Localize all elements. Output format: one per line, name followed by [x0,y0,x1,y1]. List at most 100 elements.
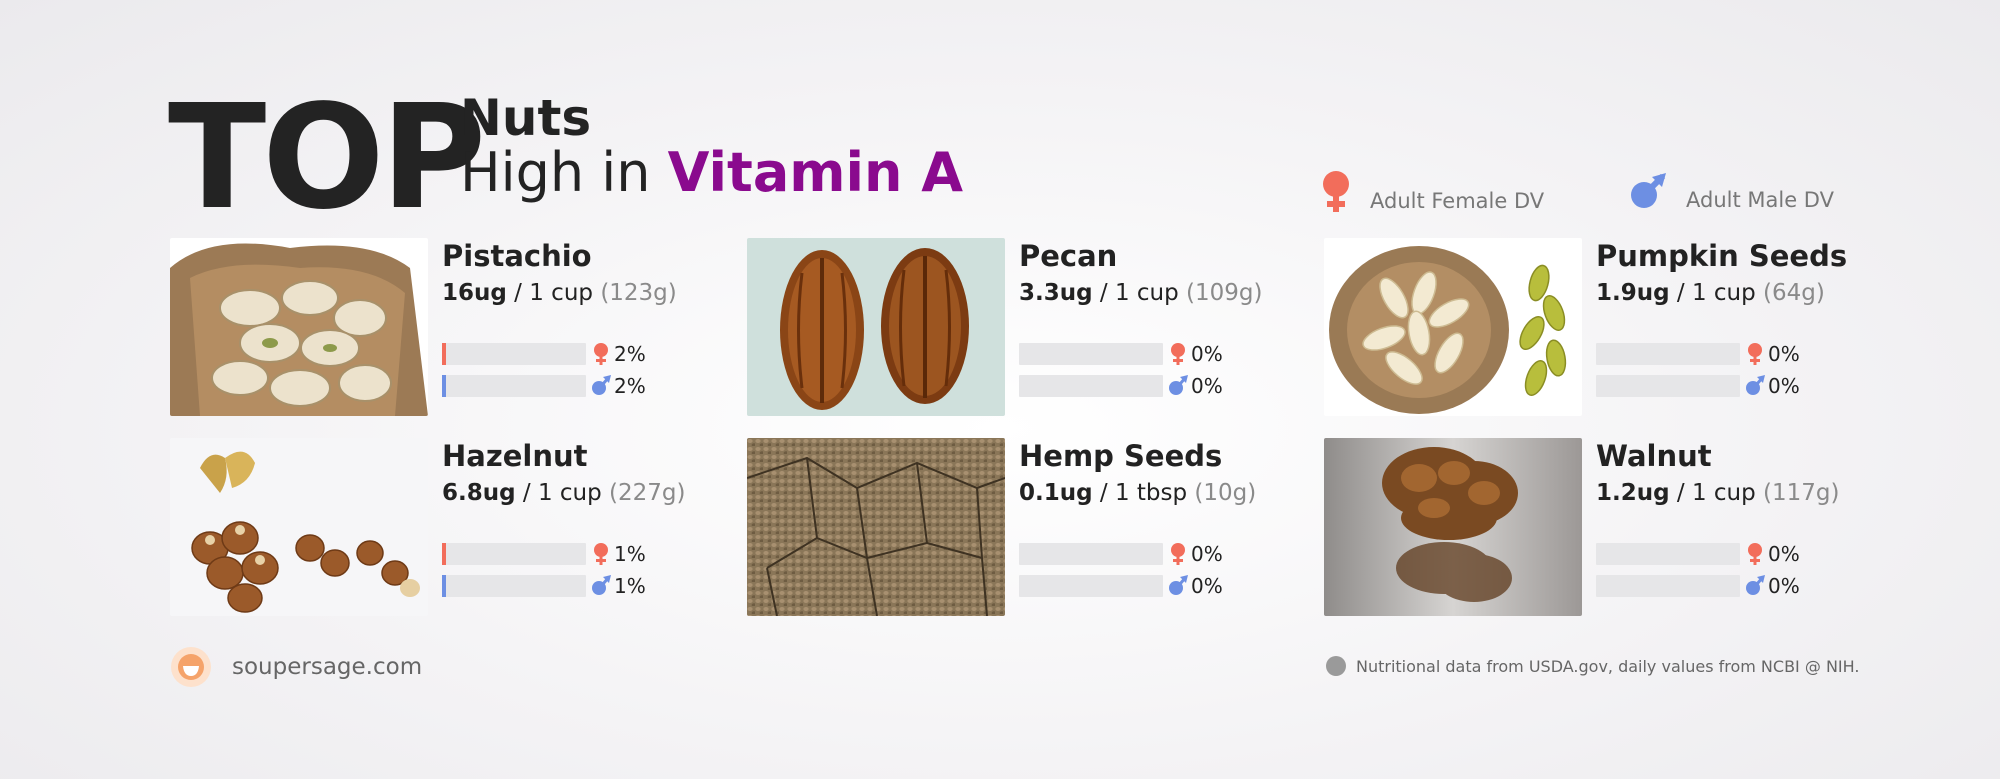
bar-fill [442,375,447,397]
food-card[interactable]: Pumpkin Seeds 1.9ug / 1 cup (64g) 0% 0% [1324,238,1884,418]
female-icon [1748,343,1762,365]
food-card[interactable]: Pistachio 16ug / 1 cup (123g) 2% 2% [170,238,730,418]
nutrient-name: Vitamin A [667,141,964,204]
male-dv-percent: 0% [1191,374,1223,398]
male-icon [1746,575,1765,595]
bar-fill [442,543,447,565]
legend-female-label: Adult Female DV [1370,189,1545,213]
serving-grams: (227g) [609,480,686,506]
amount-value: 1.2ug [1596,480,1670,506]
data-source-note: Nutritional data from USDA.gov, daily va… [1326,656,1859,676]
food-amount: 1.2ug / 1 cup (117g) [1596,478,1896,508]
food-info: Pumpkin Seeds 1.9ug / 1 cup (64g) [1596,238,1896,308]
amount-value: 1.9ug [1596,280,1670,306]
food-name: Hemp Seeds [1019,439,1223,473]
male-dv-percent: 2% [614,374,646,398]
food-name: Hazelnut [442,439,588,473]
male-icon [592,375,611,395]
bar-fill [442,343,447,365]
pecan-photo [747,238,1005,416]
bar-track [442,543,586,565]
female-dv-percent: 0% [1191,342,1223,366]
female-icon [1323,171,1349,212]
bar-track [442,375,586,397]
data-source-text: Nutritional data from USDA.gov, daily va… [1356,656,1860,676]
male-dv-bar: 1% [442,574,646,598]
food-amount: 16ug / 1 cup (123g) [442,278,742,308]
male-dv-bar: 0% [1596,374,1800,398]
serving-grams: (10g) [1194,480,1257,506]
category-title: Nuts [460,89,592,147]
food-card[interactable]: Pecan 3.3ug / 1 cup (109g) 0% 0% [747,238,1307,418]
walnut-photo [1324,438,1582,616]
food-card[interactable]: Hemp Seeds 0.1ug / 1 tbsp (10g) 0% 0% [747,438,1307,618]
male-dv-percent: 1% [614,574,646,598]
bar-track [442,575,586,597]
bar-track [1596,375,1740,397]
food-info: Hemp Seeds 0.1ug / 1 tbsp (10g) [1019,438,1319,508]
male-icon [592,575,611,595]
serving-grams: (123g) [600,280,677,306]
food-amount: 3.3ug / 1 cup (109g) [1019,278,1319,308]
bar-track [1019,375,1163,397]
site-logo[interactable]: soupersage.com [170,646,422,688]
bar-track [1596,343,1740,365]
bar-track [1596,543,1740,565]
site-name[interactable]: soupersage.com [232,654,423,680]
top-heading: TOP [168,73,486,241]
legend-male-label: Adult Male DV [1686,188,1834,212]
male-dv-percent: 0% [1768,574,1800,598]
food-info: Pistachio 16ug / 1 cup (123g) [442,238,742,308]
serving-grams: (64g) [1763,280,1825,306]
serving-size: / 1 cup [1669,280,1764,306]
food-info: Pecan 3.3ug / 1 cup (109g) [1019,238,1319,308]
female-dv-percent: 0% [1191,542,1223,566]
food-name: Pumpkin Seeds [1596,239,1848,273]
amount-value: 3.3ug [1019,280,1093,306]
amount-value: 6.8ug [442,480,516,506]
female-dv-bar: 0% [1596,342,1800,366]
female-dv-percent: 2% [614,342,646,366]
serving-grams: (117g) [1763,480,1840,506]
serving-size: / 1 tbsp [1092,480,1195,506]
bar-track [1596,575,1740,597]
male-dv-percent: 0% [1768,374,1800,398]
bar-track [442,343,586,365]
female-icon [594,343,608,365]
bar-track [1019,543,1163,565]
pumpkin-seeds-photo [1324,238,1582,416]
female-icon [1171,343,1185,365]
male-icon [1169,575,1188,595]
female-dv-percent: 0% [1768,542,1800,566]
male-dv-bar: 2% [442,374,646,398]
legend-female: Adult Female DV [1320,170,1544,214]
serving-size: / 1 cup [1092,280,1187,306]
amount-value: 16ug [442,280,507,306]
food-info: Hazelnut 6.8ug / 1 cup (227g) [442,438,742,508]
female-dv-bar: 0% [1019,542,1223,566]
female-icon [1171,543,1185,565]
female-dv-percent: 0% [1768,342,1800,366]
female-dv-bar: 1% [442,542,646,566]
serving-size: / 1 cup [1669,480,1764,506]
hemp-seeds-photo [747,438,1005,616]
bar-fill [442,575,447,597]
bar-track [1019,343,1163,365]
food-card[interactable]: Walnut 1.2ug / 1 cup (117g) 0% 0% [1324,438,1884,618]
food-card[interactable]: Hazelnut 6.8ug / 1 cup (227g) 1% 1% [170,438,730,618]
info-dot-icon [1326,656,1346,676]
male-icon [1746,375,1765,395]
male-icon [1631,173,1666,208]
female-dv-bar: 0% [1019,342,1223,366]
amount-value: 0.1ug [1019,480,1093,506]
food-amount: 1.9ug / 1 cup (64g) [1596,278,1896,308]
female-dv-percent: 1% [614,542,646,566]
serving-size: / 1 cup [506,280,601,306]
serving-size: / 1 cup [515,480,610,506]
subtitle-prefix: High in [460,141,668,204]
female-icon [594,543,608,565]
pistachio-photo [170,238,428,416]
male-dv-percent: 0% [1191,574,1223,598]
soupersage-logo-icon [171,647,211,687]
female-dv-bar: 2% [442,342,646,366]
